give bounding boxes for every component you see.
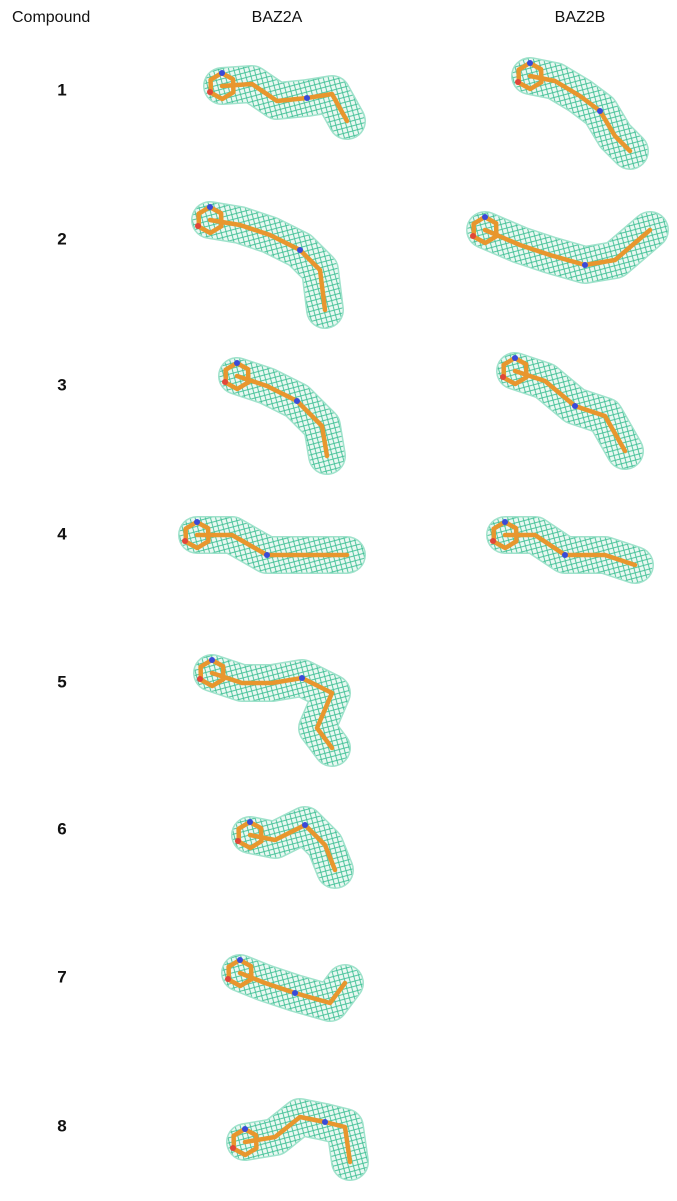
nitrogen bbox=[219, 70, 225, 76]
row-label: 2 bbox=[57, 229, 66, 248]
nitrogen bbox=[264, 552, 270, 558]
nitrogen bbox=[304, 95, 310, 101]
ligand-structure bbox=[195, 204, 325, 310]
nitrogen bbox=[297, 247, 303, 253]
ligand-structure bbox=[500, 355, 625, 451]
ligand-structure bbox=[230, 1117, 350, 1162]
nitrogen bbox=[237, 957, 243, 963]
nitrogen bbox=[512, 355, 518, 361]
oxygen bbox=[500, 374, 506, 380]
ligand-structure bbox=[515, 60, 630, 151]
row-label: 1 bbox=[57, 80, 66, 99]
ligand-structure bbox=[222, 360, 327, 456]
nitrogen bbox=[527, 60, 533, 66]
row-label: 4 bbox=[57, 524, 67, 543]
ligand-structure bbox=[225, 957, 345, 1003]
oxygen bbox=[235, 838, 241, 844]
nitrogen bbox=[322, 1119, 328, 1125]
nitrogen bbox=[247, 819, 253, 825]
density-mesh bbox=[515, 371, 625, 451]
oxygen bbox=[230, 1145, 236, 1151]
ligand-structure bbox=[470, 214, 650, 268]
row-label: 7 bbox=[57, 967, 66, 986]
nitrogen bbox=[597, 108, 603, 114]
nitrogen bbox=[292, 990, 298, 996]
nitrogen bbox=[207, 204, 213, 210]
oxygen bbox=[182, 538, 188, 544]
nitrogen bbox=[582, 262, 588, 268]
nitrogen bbox=[572, 403, 578, 409]
ligand-structure bbox=[207, 70, 347, 121]
nitrogen bbox=[502, 519, 508, 525]
row-label: 8 bbox=[57, 1116, 66, 1135]
nitrogen bbox=[562, 552, 568, 558]
figure: Compound BAZ2A BAZ2B 1 2 3 4 5 6 7 8 bbox=[0, 0, 677, 1196]
oxygen bbox=[490, 538, 496, 544]
column-header: BAZ2B bbox=[555, 9, 606, 26]
nitrogen bbox=[299, 675, 305, 681]
oxygen bbox=[222, 379, 228, 385]
ligand-structure bbox=[197, 657, 332, 748]
oxygen bbox=[470, 233, 476, 239]
nitrogen bbox=[482, 214, 488, 220]
oxygen bbox=[515, 79, 521, 85]
row-label: 3 bbox=[57, 375, 66, 394]
oxygen bbox=[197, 676, 203, 682]
nitrogen bbox=[194, 519, 200, 525]
density-mesh bbox=[530, 76, 630, 151]
density-mesh bbox=[197, 535, 347, 555]
column-header: Compound bbox=[12, 9, 90, 26]
ligand-structure bbox=[182, 519, 347, 558]
ligand-structure bbox=[490, 519, 635, 565]
column-header: BAZ2A bbox=[252, 9, 303, 26]
row-label: 6 bbox=[57, 819, 66, 838]
nitrogen bbox=[242, 1126, 248, 1132]
oxygen bbox=[207, 89, 213, 95]
nitrogen bbox=[294, 398, 300, 404]
ligand-structure bbox=[235, 819, 335, 870]
row-label: 5 bbox=[57, 672, 66, 691]
oxygen bbox=[195, 223, 201, 229]
nitrogen bbox=[234, 360, 240, 366]
nitrogen bbox=[209, 657, 215, 663]
oxygen bbox=[225, 976, 231, 982]
nitrogen bbox=[302, 822, 308, 828]
